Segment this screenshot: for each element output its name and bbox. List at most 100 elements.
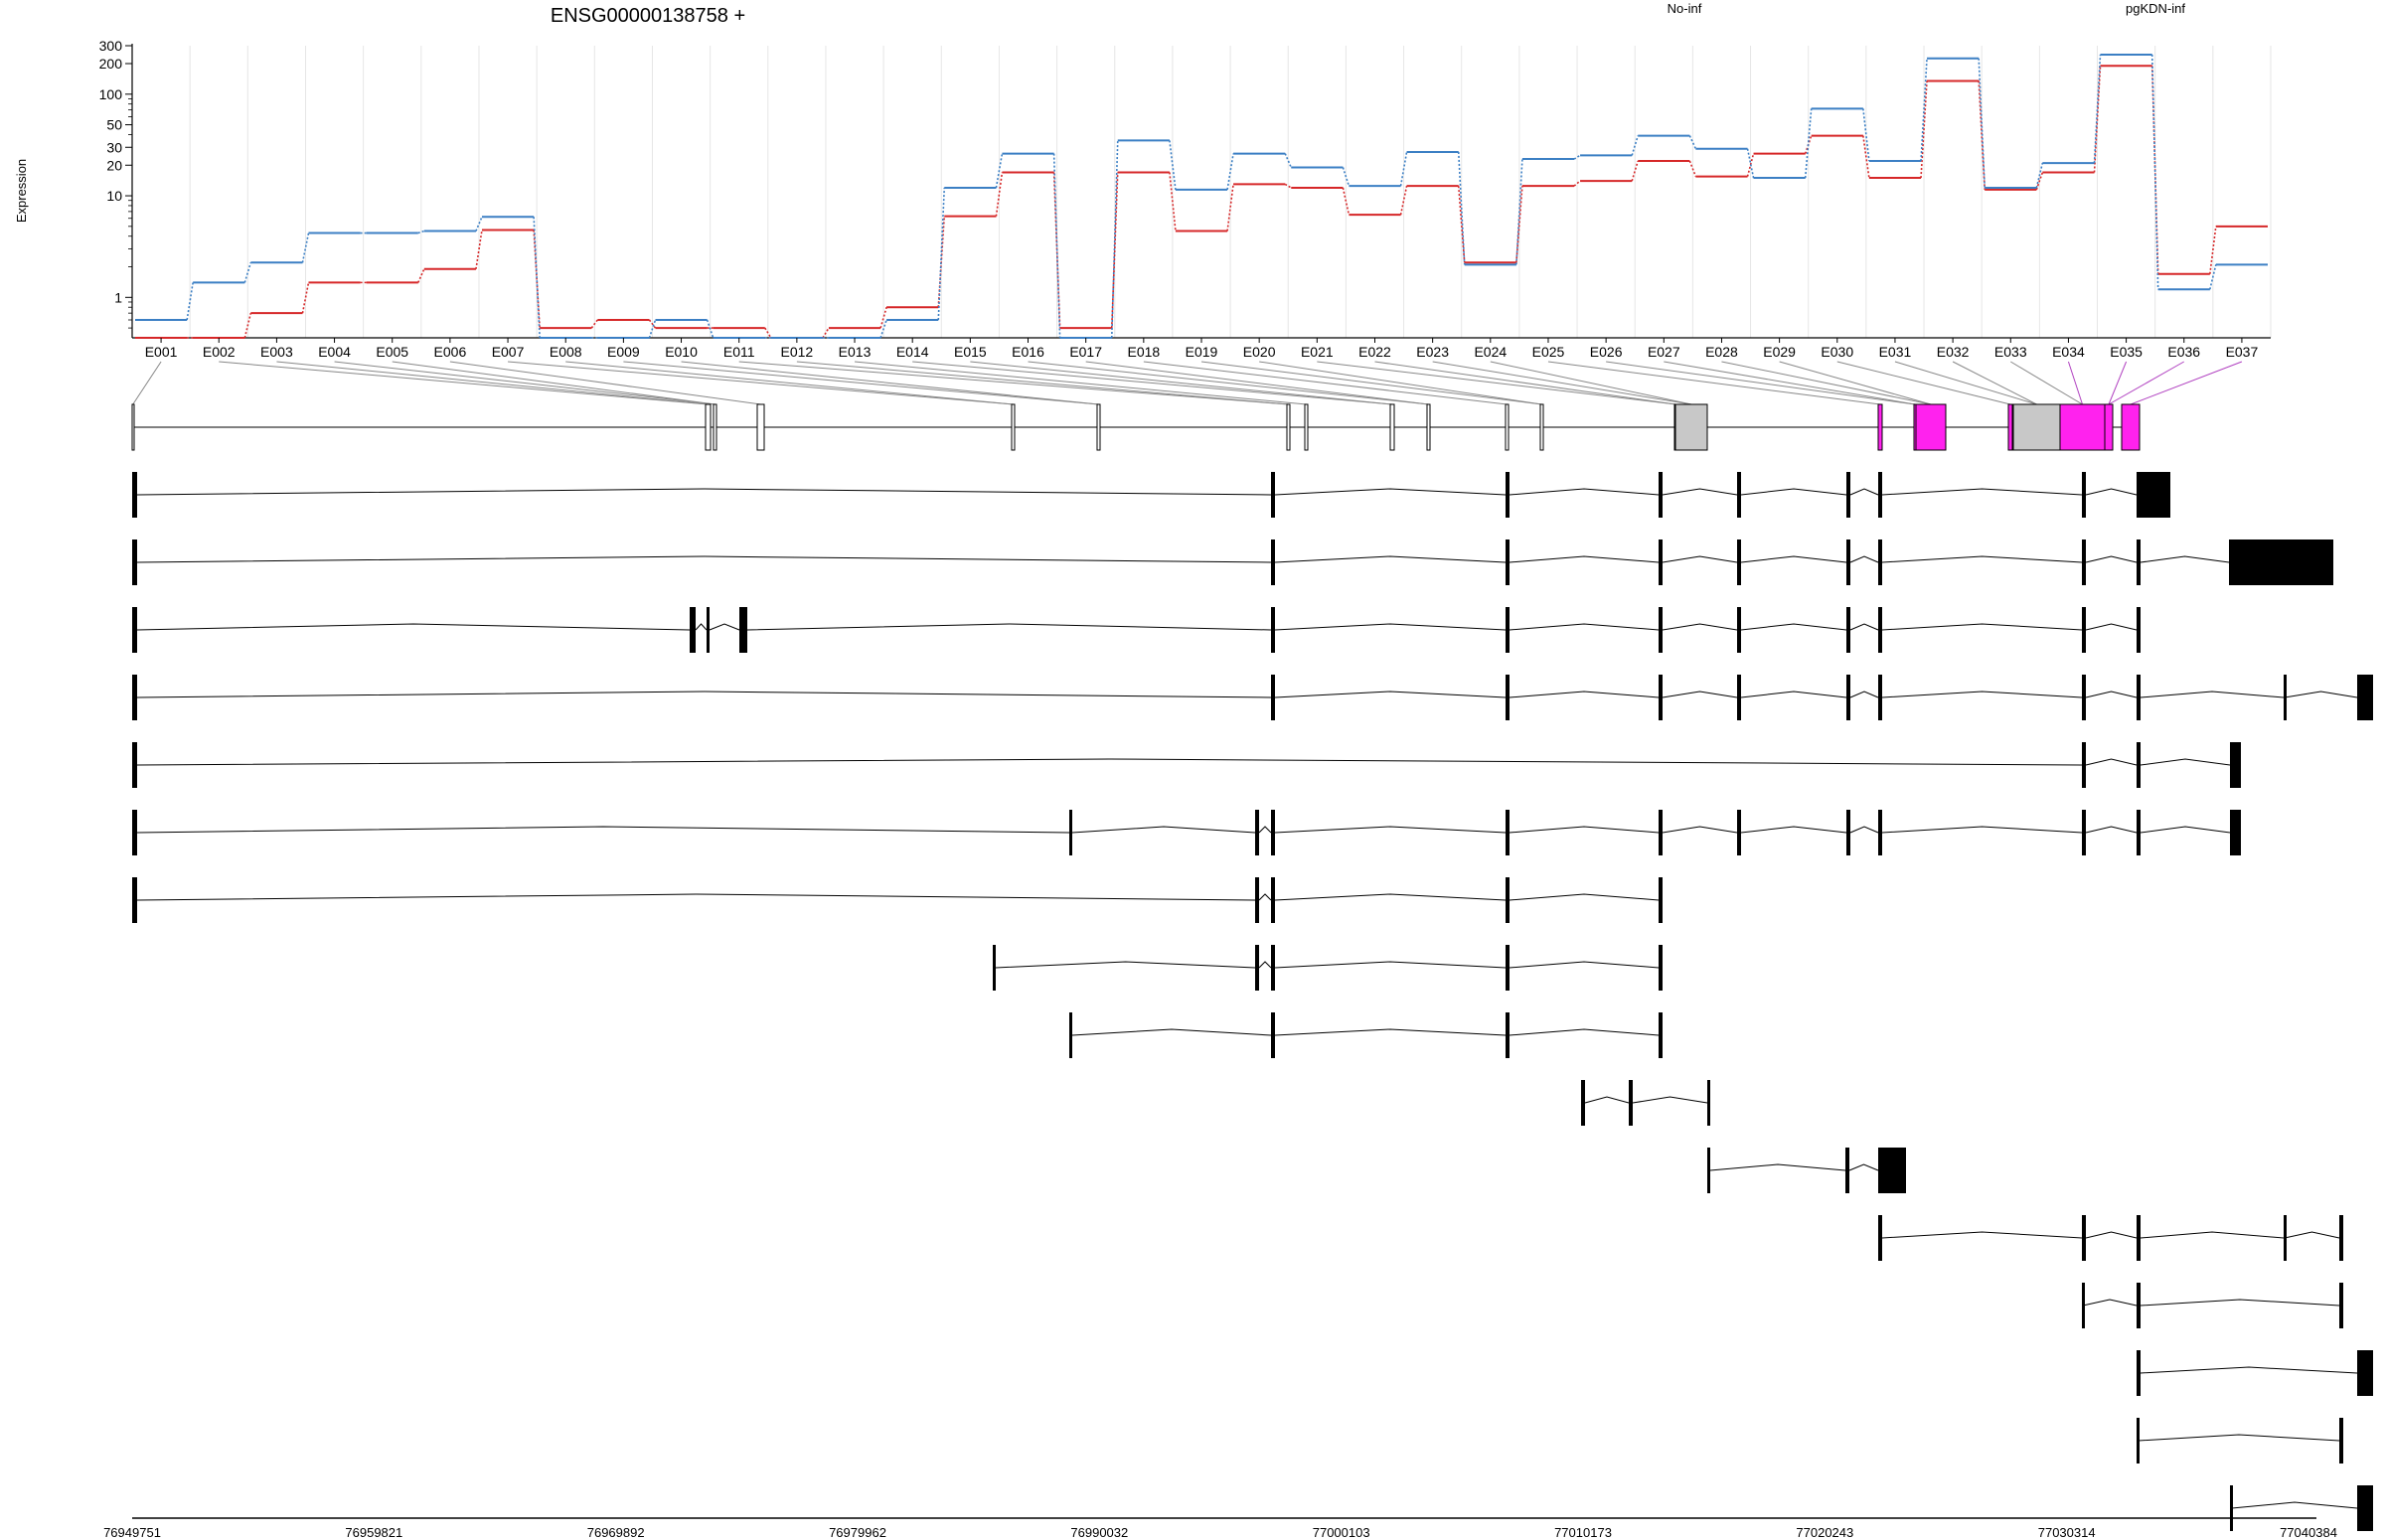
gene-model-exon: [1096, 403, 1101, 451]
transcript-intron: [1274, 961, 1507, 969]
transcript-exon: [1846, 472, 1850, 518]
transcript-intron: [1071, 826, 1256, 834]
axes: 1 10 20 30 50 100 200 300: [99, 38, 2271, 339]
gene-model-exon: [705, 403, 712, 451]
transcript-exon: [1737, 539, 1741, 585]
transcript-intron: [1258, 961, 1272, 969]
bin-connector-line: [1515, 159, 1523, 265]
transcript-exon: [1506, 539, 1510, 585]
transcript-intron: [136, 691, 1272, 698]
bin-connector-line: [1688, 160, 1697, 177]
transcript-exon: [2230, 742, 2241, 788]
transcript-exon: [1659, 1012, 1663, 1058]
transcript: [132, 607, 2141, 653]
bin-connector: [508, 361, 1014, 405]
transcript-intron: [1740, 623, 1847, 631]
transcript-exon: [1271, 945, 1275, 991]
transcript: [1707, 1148, 1906, 1193]
transcript-exon: [2357, 675, 2373, 720]
transcript: [132, 742, 2241, 788]
transcript-exon: [1845, 1148, 1849, 1193]
transcript-exon: [2284, 1215, 2287, 1261]
y-tick-label: 10: [106, 188, 122, 204]
transcript-intron: [1662, 555, 1738, 563]
bin-connector-line: [1052, 153, 1061, 339]
y-tick-label: 50: [106, 117, 122, 133]
transcript-exon: [1707, 1148, 1710, 1193]
transcript-exon: [2137, 539, 2141, 585]
gene-model-exon: [1286, 403, 1291, 451]
bin-connector-line: [243, 312, 252, 339]
transcript-exon: [132, 675, 137, 720]
transcript-exon: [1255, 945, 1259, 991]
gene-model: [131, 403, 2141, 451]
transcript-intron: [1071, 1028, 1272, 1036]
bin-connector: [1374, 361, 1676, 405]
genomic-tick-label: 76990032: [1070, 1525, 1128, 1540]
transcript-exon: [1506, 945, 1510, 991]
transcript-exon: [1737, 607, 1741, 653]
transcript-intron: [1274, 1028, 1507, 1036]
bin-connector-line: [706, 319, 715, 339]
transcript-exon: [2284, 675, 2287, 720]
bin-connector: [1547, 361, 1881, 405]
bin-connector-line: [1515, 186, 1523, 263]
bin-connector-line: [648, 319, 657, 329]
bin-connector-line: [475, 230, 483, 269]
transcript: [132, 472, 2170, 518]
transcript-intron: [1509, 1028, 1660, 1036]
transcript-intron: [136, 826, 1070, 834]
gene-model-exon: [1389, 403, 1395, 451]
bin-connector-line: [2209, 226, 2217, 274]
genomic-tick-label: 76959821: [345, 1525, 402, 1540]
bin-label: E016: [1012, 344, 1044, 360]
genomic-tick-label: 76949751: [103, 1525, 161, 1540]
transcript-intron: [1849, 691, 1879, 698]
transcript: [132, 810, 2241, 855]
transcript-exon: [707, 607, 710, 653]
transcript-intron: [1709, 1163, 1846, 1171]
bin-connector: [1779, 361, 1932, 405]
transcript-intron: [2140, 826, 2231, 834]
transcript-intron: [1274, 691, 1507, 698]
bin-connector: [2108, 361, 2185, 405]
bin-label: E025: [1532, 344, 1565, 360]
gene-model-exon: [756, 403, 765, 451]
gene-model-exon: [713, 403, 717, 451]
bin-connector-line: [1688, 135, 1697, 150]
bin-connector-line: [1573, 154, 1581, 160]
bin-connector: [1836, 361, 2011, 405]
transcript-intron: [2140, 1231, 2285, 1239]
bin-label: E021: [1301, 344, 1334, 360]
transcript-exon: [1878, 607, 1882, 653]
transcript-exon: [132, 472, 137, 518]
bin-connector-line: [822, 327, 830, 339]
bin-connector-line: [301, 282, 310, 314]
transcript-intron: [1662, 488, 1738, 496]
transcript-exon: [2082, 1283, 2085, 1328]
chart-title: ENSG00000138758 +: [551, 5, 745, 27]
transcript-exon: [1255, 810, 1259, 855]
transcript-exon: [1846, 675, 1850, 720]
bin-label: E031: [1879, 344, 1912, 360]
transcript-exon: [2137, 1215, 2141, 1261]
bin-connector: [1606, 361, 1916, 405]
bin-connector: [449, 361, 761, 405]
transcript-intron: [1274, 893, 1507, 901]
bin-connector-line: [764, 327, 772, 339]
transcript-intron: [1881, 488, 2083, 496]
genomic-tick-label: 77000103: [1313, 1525, 1370, 1540]
transcript-exon: [1878, 810, 1882, 855]
series-pgkdn-inf: [135, 53, 2268, 339]
bin-label: E019: [1186, 344, 1218, 360]
transcript-exon: [2339, 1418, 2343, 1463]
gene-model-exon: [1539, 403, 1544, 451]
transcript-exon: [2137, 607, 2141, 653]
transcript: [1581, 1080, 1710, 1126]
transcript-exon: [1271, 539, 1275, 585]
bin-label: E014: [896, 344, 929, 360]
transcript-exon: [1659, 945, 1663, 991]
transcript-intron: [2140, 691, 2285, 698]
bin-label: E018: [1127, 344, 1160, 360]
